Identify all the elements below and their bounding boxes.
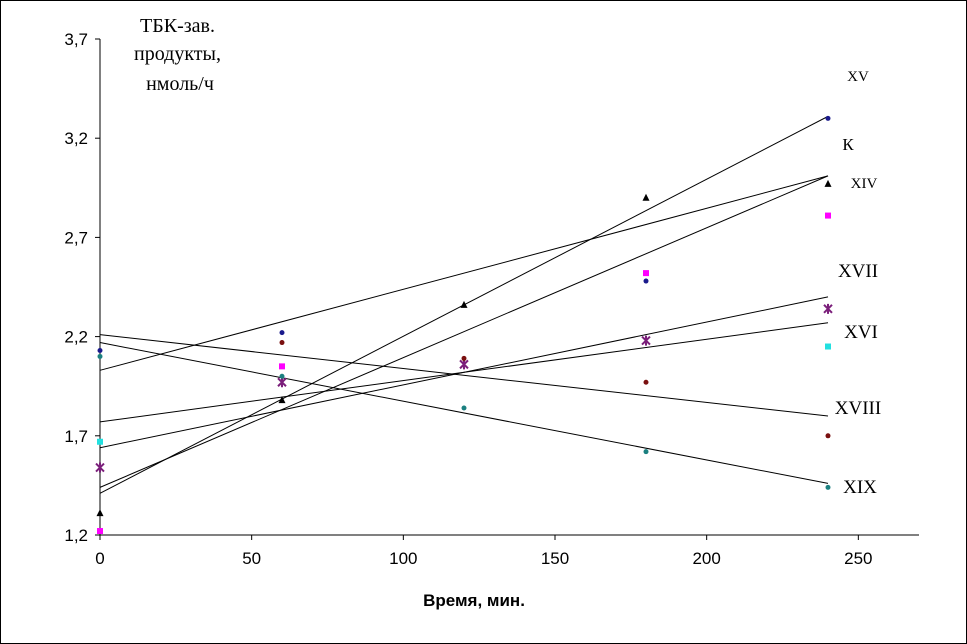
data-point: [825, 433, 831, 439]
y-tick-label: 1,7: [64, 427, 88, 446]
y-tick-label: 2,2: [64, 328, 88, 347]
y-tick-label: 3,7: [64, 30, 88, 49]
data-point: [643, 449, 649, 455]
data-point: [279, 363, 285, 370]
data-point: [643, 270, 649, 277]
y-axis-label: ТБК-зав. продукты, нмоль/ч: [134, 15, 226, 95]
series-labels: XV К XIV XVII XVI XVIII XIX: [835, 69, 881, 498]
data-point: [279, 373, 285, 379]
series-label: XIV: [851, 176, 878, 192]
data-point: [459, 359, 469, 370]
data-point: [96, 509, 104, 517]
trendline: [99, 334, 829, 417]
data-point: [279, 330, 285, 336]
y-axis-label-line: нмоль/ч: [146, 73, 214, 95]
data-point: [825, 115, 831, 121]
data-point: [825, 343, 831, 350]
series-label: XV: [847, 69, 869, 85]
y-tick-label: 1,2: [64, 526, 88, 545]
x-axis-label: Время, мин.: [423, 591, 525, 610]
data-point: [97, 347, 103, 353]
data-point: [825, 212, 831, 219]
y-tick-label: 2,7: [64, 228, 88, 247]
trendline: [99, 175, 829, 488]
tick-labels: 1,2 1,7 2,2 2,7 3,2 3,7 0 50 100 150 200 250: [64, 30, 872, 568]
data-points: [95, 115, 833, 535]
data-point: [825, 484, 831, 490]
data-point: [641, 335, 651, 346]
data-point: [97, 353, 103, 359]
series-label: XVI: [844, 322, 878, 343]
data-point: [278, 396, 286, 404]
data-point: [277, 377, 287, 388]
data-point: [97, 438, 103, 445]
data-point: [95, 462, 105, 473]
series-label: XVII: [838, 261, 878, 282]
data-point: [461, 355, 467, 361]
data-point: [460, 300, 468, 308]
trendlines: [99, 115, 829, 494]
data-point: [279, 340, 285, 346]
series-label: XIX: [843, 477, 877, 498]
data-point: [642, 193, 650, 201]
x-tick-label: 150: [541, 549, 569, 568]
trendline: [99, 175, 829, 371]
y-tick-label: 3,2: [64, 129, 88, 148]
y-axis-label-line: продукты,: [134, 43, 221, 65]
data-point: [643, 278, 649, 284]
series-label: К: [842, 135, 854, 154]
data-point: [461, 405, 467, 411]
axes: [99, 39, 919, 536]
data-point: [643, 379, 649, 385]
x-tick-label: 100: [389, 549, 417, 568]
trendline: [99, 322, 829, 423]
x-tick-label: 50: [242, 549, 261, 568]
x-tick-label: 250: [844, 549, 872, 568]
data-point: [824, 179, 832, 187]
data-point: [97, 528, 103, 535]
trendline: [99, 342, 829, 484]
series-label: XVIII: [835, 398, 881, 419]
data-point: [823, 303, 833, 314]
x-tick-label: 0: [95, 549, 104, 568]
x-tick-label: 200: [692, 549, 720, 568]
y-axis-label-line: ТБК-зав.: [140, 15, 215, 37]
